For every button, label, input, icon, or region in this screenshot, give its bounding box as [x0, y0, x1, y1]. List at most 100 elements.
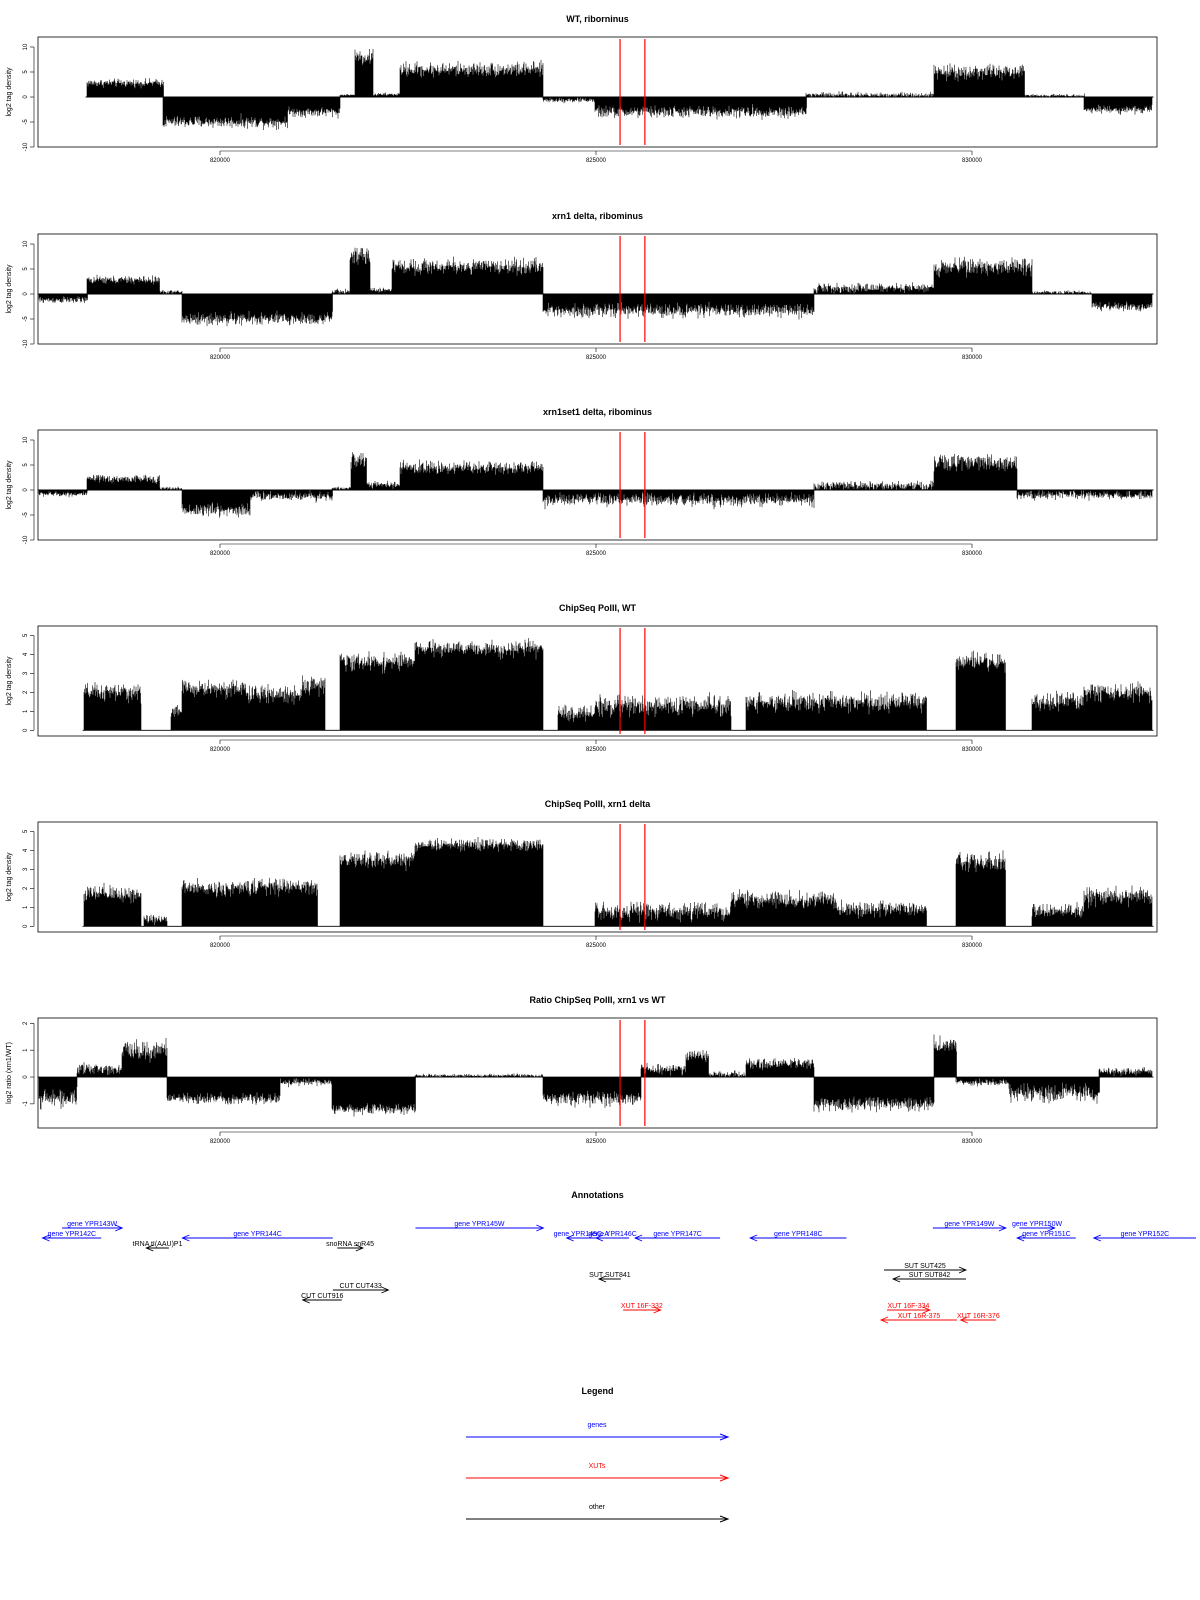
track-title: Ratio ChipSeq PolII, xrn1 vs WT: [529, 995, 666, 1005]
arrow-head: [749, 1234, 758, 1242]
feature-label: CUT CUT433: [339, 1283, 381, 1290]
annotation-feature: gene YPR142C: [41, 1231, 102, 1242]
y-tick-label: 10: [23, 240, 29, 247]
annotation-feature: SUT SUT841: [589, 1272, 631, 1283]
feature-label: snoRNA snR45: [326, 1241, 374, 1248]
y-tick-label: 5: [23, 267, 29, 271]
signal-series: [86, 48, 1153, 130]
signal-series: [38, 1034, 1153, 1117]
feature-label: CUT CUT916: [301, 1293, 343, 1300]
y-tick-label: 1: [23, 1048, 29, 1052]
track-title: WT, riborninus: [566, 14, 629, 24]
y-axis: 0 1 2 3 4 5: [23, 829, 35, 928]
track-title: ChipSeq PolII, WT: [559, 603, 636, 613]
y-axis: 0 1 2 3 4 5: [23, 633, 35, 732]
arrow-head: [565, 1234, 574, 1242]
x-tick-label: 820000: [210, 158, 231, 164]
x-tick-label: 825000: [586, 355, 607, 361]
feature-label: SUT SUT425: [904, 1263, 946, 1270]
annotation-feature: snoRNA snR45: [326, 1241, 374, 1252]
y-axis: -10 -5 0 5 10: [23, 436, 35, 544]
annotation-feature: gene YPR144C: [181, 1231, 333, 1242]
feature-label: XUT 16R-376: [957, 1313, 1000, 1320]
legend-title: Legend: [581, 1386, 613, 1396]
y-tick-label: 4: [23, 848, 29, 852]
feature-label: gene YPR143W: [67, 1221, 117, 1228]
x-tick-label: 825000: [586, 747, 607, 753]
arrow-head: [719, 1515, 730, 1523]
x-tick-label: 820000: [210, 943, 231, 949]
x-tick-label: 830000: [962, 747, 983, 753]
track-title: xrn1set1 delta, ribominus: [543, 407, 652, 417]
y-axis-label: log2 tag density: [6, 656, 13, 706]
x-tick-label: 820000: [210, 551, 231, 557]
x-tick-label: 825000: [586, 158, 607, 164]
annotation-feature: SUT SUT425: [884, 1263, 968, 1274]
plot-frame: [37, 821, 1158, 933]
signal-series: [83, 837, 1153, 927]
arrow-head: [1015, 1234, 1025, 1242]
legend-label: genes: [587, 1422, 607, 1429]
annotation-feature: gene YPR148C: [749, 1231, 847, 1242]
track-panel-2: xrn1 delta, ribominus -10 -5 0 5 10 log2 tag d…: [6, 211, 1158, 361]
annotation-feature: CUT CUT433: [332, 1283, 390, 1294]
track-panel-6: Ratio ChipSeq PolII, xrn1 vs WT -1 0 1 2 log2…: [6, 995, 1158, 1145]
signal-series: [38, 247, 1153, 327]
arrow-head: [998, 1224, 1007, 1232]
annotation-feature: XUT 16R-376: [957, 1313, 1000, 1324]
y-tick-label: 2: [23, 886, 29, 890]
y-tick-label: 0: [23, 292, 29, 296]
arrow-head: [115, 1224, 124, 1232]
annotation-feature: gene YPR143W: [62, 1221, 124, 1232]
y-tick-label: 5: [23, 463, 29, 467]
track-panel-5: ChipSeq PolII, xrn1 delta 0 1 2 3 4 5 log2 tag …: [6, 799, 1158, 949]
x-tick-label: 830000: [962, 1139, 983, 1145]
legend-item: genes: [466, 1422, 730, 1441]
y-tick-label: 5: [23, 70, 29, 74]
arrow-head: [381, 1286, 390, 1294]
y-tick-label: -5: [23, 512, 29, 518]
track-title: ChipSeq PolII, xrn1 delta: [545, 799, 652, 809]
arrow-head: [719, 1433, 730, 1441]
plot-frame: [37, 625, 1158, 737]
arrow-head: [355, 1244, 365, 1252]
annotation-feature: XUT 16F-332: [621, 1303, 663, 1314]
x-axis: 820000 825000 830000: [210, 543, 983, 557]
arrow-head: [597, 1275, 607, 1283]
feature-label: gene YPR144C: [233, 1231, 282, 1238]
annotation-feature: gene YPR145C-A: [554, 1231, 609, 1242]
feature-label: gene YPR146C: [588, 1231, 637, 1238]
y-tick-label: 3: [23, 867, 29, 871]
track-panel-1: WT, riborninus -10 -5 0 5 10 log2 tag density 8…: [6, 14, 1158, 164]
x-tick-label: 830000: [962, 551, 983, 557]
feature-label: XUT 16F-334: [888, 1303, 930, 1310]
y-tick-label: -10: [23, 339, 29, 348]
y-axis-label: log2 ratio (xrn1/WT): [6, 1042, 13, 1104]
y-tick-label: 4: [23, 652, 29, 656]
annotation-feature: XUT 16F-334: [887, 1303, 932, 1314]
arrow-head: [922, 1306, 932, 1314]
x-tick-label: 820000: [210, 355, 231, 361]
x-tick-label: 825000: [586, 551, 607, 557]
y-tick-label: 0: [23, 924, 29, 928]
arrow-head: [301, 1296, 310, 1304]
annotation-feature: gene YPR149W: [932, 1221, 1007, 1232]
x-tick-label: 820000: [210, 747, 231, 753]
arrow-head: [633, 1234, 643, 1242]
plot-frame: [37, 1017, 1158, 1129]
arrow-head: [958, 1266, 968, 1274]
y-tick-label: 0: [23, 95, 29, 99]
feature-label: gene YPR151C: [1022, 1231, 1071, 1238]
y-tick-label: -10: [23, 142, 29, 151]
feature-label: XUT 16R-375: [898, 1313, 941, 1320]
x-tick-label: 830000: [962, 158, 983, 164]
annotations-title: Annotations: [571, 1190, 624, 1200]
arrow-head: [145, 1244, 154, 1252]
x-axis: 820000 825000 830000: [210, 935, 983, 949]
annotation-feature: gene YPR147C: [633, 1231, 721, 1242]
annotation-feature: gene YPR152C: [1092, 1231, 1196, 1242]
y-tick-label: 10: [23, 43, 29, 50]
y-tick-label: 0: [23, 488, 29, 492]
x-axis: 820000 825000 830000: [210, 1131, 983, 1145]
